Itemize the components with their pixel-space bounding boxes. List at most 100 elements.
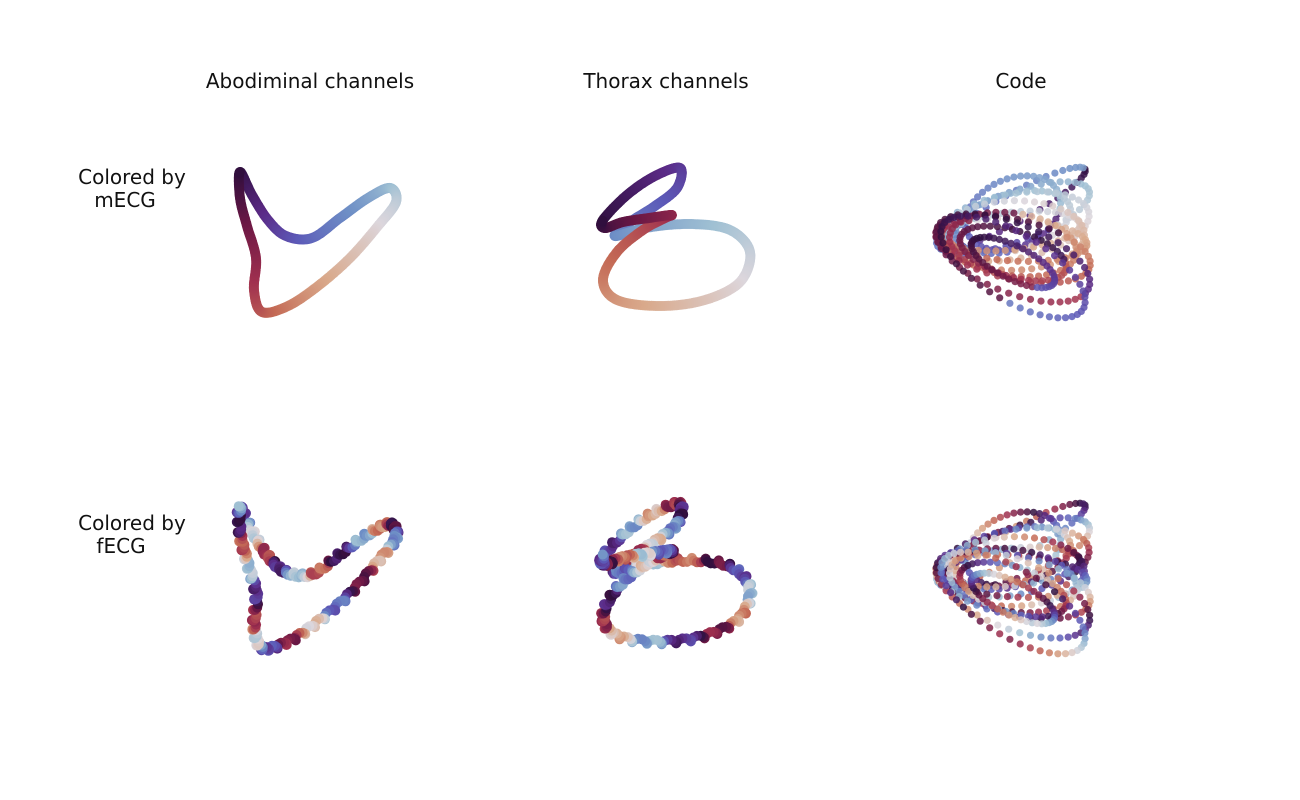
code-fecg-point (1035, 557, 1043, 565)
code-mecg-point (973, 265, 981, 273)
code-fecg-point (1056, 514, 1064, 522)
code-fecg-point (974, 529, 982, 537)
code-mecg-point (1068, 193, 1076, 201)
code-fecg-point (986, 558, 994, 566)
abdominal-mecg-plot (233, 167, 402, 318)
code-mecg-point (1023, 281, 1031, 290)
code-mecg-point (1038, 277, 1046, 285)
code-fecg-point (1019, 546, 1027, 554)
code-fecg-point (1070, 574, 1078, 582)
row-label-line1: Colored by (78, 511, 186, 535)
code-fecg-point (1081, 599, 1089, 608)
code-mecg-point (1077, 272, 1085, 280)
code-fecg-point (1011, 614, 1019, 622)
code-fecg-point (963, 597, 972, 605)
code-mecg-point (1033, 188, 1041, 196)
code-fecg-point (1049, 538, 1057, 546)
code-fecg-point (973, 549, 981, 557)
code-fecg-point (993, 605, 1002, 613)
code-fecg-point (974, 559, 982, 567)
code-mecg-point (986, 222, 994, 230)
code-fecg-point (1068, 529, 1076, 537)
code-fecg-point (1007, 525, 1015, 533)
code-mecg-point (1047, 298, 1055, 306)
code-mecg-point (1045, 313, 1053, 321)
code-mecg-point (980, 222, 988, 230)
panel-thorax-mecg (545, 140, 805, 340)
code-fecg-point (939, 575, 947, 583)
code-mecg-point (1071, 273, 1079, 281)
code-fecg-point (1037, 633, 1045, 641)
code-mecg-point (1018, 266, 1026, 274)
code-fecg-point (1033, 524, 1041, 532)
code-fecg-point (1057, 541, 1065, 549)
code-fecg-point (1043, 607, 1051, 615)
code-mecg-point (991, 213, 1000, 221)
code-mecg-point (1045, 233, 1053, 241)
code-fecg-plot (932, 499, 1094, 658)
thorax-mecg-point (597, 215, 608, 226)
code-fecg-point (990, 534, 998, 542)
code-mecg-point (963, 261, 972, 269)
code-fecg-point (1042, 581, 1050, 589)
code-mecg-point (1052, 215, 1060, 223)
code-fecg-point (1061, 527, 1069, 535)
column-title-abdominal: Abodiminal channels (205, 69, 415, 93)
code-mecg-point (937, 233, 945, 241)
code-fecg-point (1064, 514, 1072, 522)
code-mecg-point (967, 274, 975, 282)
panel-abdominal-mecg (190, 140, 450, 340)
code-mecg-point (1053, 189, 1061, 197)
code-fecg-point (1026, 631, 1035, 639)
code-fecg-point (1017, 616, 1025, 624)
code-fecg-point (1053, 525, 1061, 533)
code-fecg-point (1071, 609, 1079, 617)
code-mecg-point (1036, 311, 1044, 319)
code-mecg-point (1021, 197, 1029, 205)
code-mecg-point (1057, 205, 1065, 213)
code-mecg-point (990, 234, 998, 242)
code-mecg-point (996, 177, 1004, 185)
code-fecg-point (1064, 633, 1072, 641)
code-mecg-point (1047, 179, 1055, 187)
code-fecg-point (980, 558, 988, 566)
code-mecg-point (1071, 295, 1079, 303)
code-fecg-point (1059, 502, 1067, 511)
code-fecg-point (1068, 649, 1076, 657)
code-mecg-point (1076, 280, 1084, 288)
code-fecg-point (1019, 581, 1027, 589)
code-fecg-point (1010, 533, 1018, 541)
code-mecg-point (994, 285, 1002, 293)
code-fecg-point (1012, 525, 1020, 533)
column-title-thorax: Thorax channels (583, 69, 749, 93)
code-fecg-point (973, 601, 981, 609)
code-fecg-point (1032, 574, 1040, 582)
code-fecg-point (1045, 649, 1053, 657)
code-mecg-point (1044, 208, 1052, 216)
code-fecg-point (942, 582, 950, 590)
row-label-line2: fECG (96, 534, 146, 558)
code-mecg-point (1076, 257, 1084, 265)
code-fecg-point (1013, 578, 1021, 586)
code-fecg-point (1047, 634, 1055, 642)
code-fecg-point (1051, 544, 1060, 552)
code-mecg-point (1051, 169, 1059, 177)
code-fecg-point (992, 554, 1000, 562)
code-mecg-point (1070, 212, 1078, 220)
code-mecg-point (1061, 191, 1069, 199)
code-mecg-point (964, 212, 972, 220)
code-mecg-point (1007, 239, 1015, 247)
row-label-line1: Colored by (78, 165, 186, 189)
code-fecg-point (1045, 561, 1053, 569)
code-fecg-point (1064, 544, 1072, 552)
row-label-line2: mECG (94, 188, 156, 212)
code-mecg-point (1017, 172, 1025, 180)
code-fecg-point (1054, 650, 1062, 658)
panel-abdominal-fecg (190, 476, 450, 676)
code-fecg-point (1047, 515, 1055, 523)
code-fecg-point (1010, 545, 1018, 553)
code-fecg-point (991, 549, 1000, 557)
code-fecg-point (1044, 612, 1052, 620)
code-fecg-point (999, 608, 1007, 616)
code-fecg-point (982, 551, 990, 559)
